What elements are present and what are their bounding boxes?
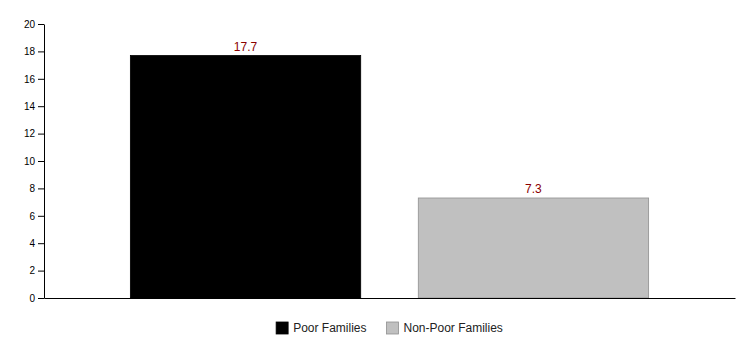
- y-tick-line: [38, 51, 44, 52]
- x-axis: [45, 298, 736, 299]
- y-tick: 12: [24, 128, 44, 139]
- chart: 0 2 4 6 8 10 12 14 16 18 20 17.7 7.3 Poor Families Non…: [0, 0, 755, 346]
- y-tick-line: [38, 134, 44, 135]
- y-tick-line: [38, 271, 44, 272]
- legend-label: Non-Poor Families: [403, 321, 502, 335]
- legend-item: Poor Families: [276, 321, 366, 335]
- y-tick-label: 16: [24, 74, 36, 85]
- y-tick-line: [38, 24, 44, 25]
- y-axis: 0 2 4 6 8 10 12 14 16 18 20: [24, 19, 45, 304]
- y-tick-line: [38, 79, 44, 80]
- y-tick: 10: [24, 156, 44, 167]
- y-tick-line: [38, 298, 44, 299]
- y-tick-label: 0: [29, 293, 35, 304]
- y-axis-line: [44, 25, 45, 299]
- y-tick: 4: [29, 238, 44, 249]
- y-tick-line: [38, 216, 44, 217]
- data-label: 7.3: [525, 182, 542, 196]
- y-tick: 6: [29, 211, 44, 222]
- y-tick-line: [38, 106, 44, 107]
- plot: 0 2 4 6 8 10 12 14 16 18 20 17.7 7.3: [24, 19, 736, 304]
- y-tick-label: 12: [24, 128, 36, 139]
- bar: [130, 56, 360, 298]
- y-tick: 8: [29, 183, 44, 194]
- y-tick-label: 6: [29, 211, 35, 222]
- y-tick-label: 18: [24, 46, 36, 57]
- y-tick-label: 8: [29, 183, 35, 194]
- legend-swatch: [386, 322, 398, 334]
- y-tick: 2: [29, 265, 44, 276]
- y-tick-label: 20: [24, 19, 36, 30]
- y-tick: 20: [24, 19, 44, 30]
- bars: [130, 56, 648, 298]
- bar: [418, 198, 648, 298]
- y-tick: 0: [29, 293, 44, 304]
- legend-label: Poor Families: [293, 321, 366, 335]
- legend-item: Non-Poor Families: [386, 321, 502, 335]
- x-axis-line: [45, 298, 736, 299]
- y-tick: 16: [24, 74, 44, 85]
- data-labels: 17.7 7.3: [234, 40, 542, 196]
- y-tick-label: 4: [29, 238, 35, 249]
- y-tick-label: 2: [29, 265, 35, 276]
- y-tick: 18: [24, 46, 44, 57]
- y-tick-label: 10: [24, 156, 36, 167]
- legend-swatch: [276, 322, 288, 334]
- data-label: 17.7: [234, 40, 258, 54]
- y-tick: 14: [24, 101, 44, 112]
- legend: Poor Families Non-Poor Families: [276, 321, 503, 335]
- y-tick-label: 14: [24, 101, 36, 112]
- y-tick-line: [38, 243, 44, 244]
- y-tick-line: [38, 188, 44, 189]
- y-tick-line: [38, 161, 44, 162]
